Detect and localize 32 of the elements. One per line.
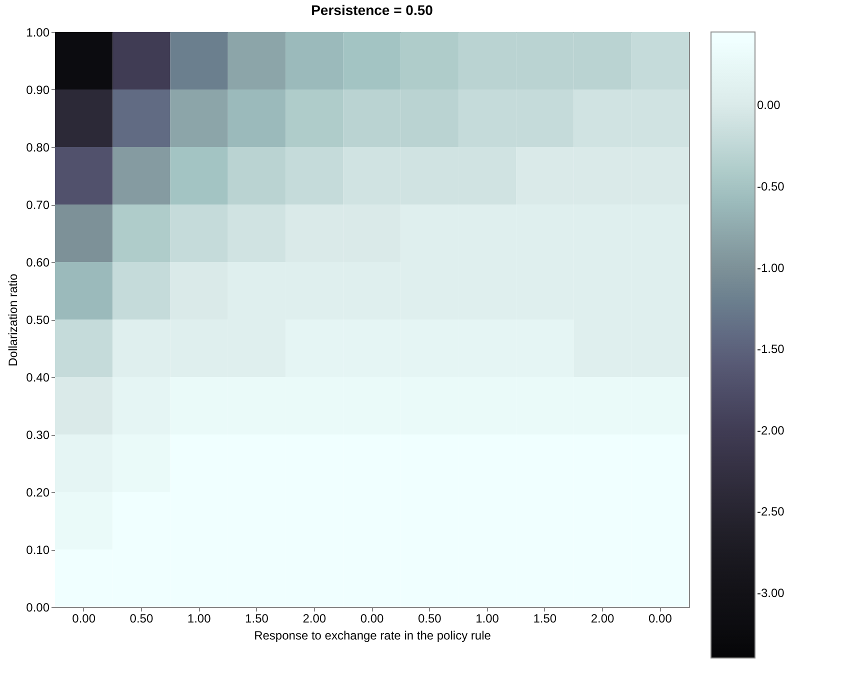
color-bar-label: -1.50 bbox=[757, 342, 785, 356]
y-axis-title: Dollarization ratio bbox=[6, 273, 20, 366]
y-tick-label: 0.80 bbox=[26, 140, 50, 154]
y-tick-label: 0.20 bbox=[26, 486, 50, 500]
x-tick-label: 1.50 bbox=[245, 612, 269, 626]
y-tick-label: 0.30 bbox=[26, 428, 50, 442]
color-bar-label: -2.00 bbox=[757, 423, 785, 438]
color-bar-label: -1.00 bbox=[757, 260, 785, 275]
x-tick-label: 0.50 bbox=[130, 612, 154, 626]
x-tick-label: 2.00 bbox=[590, 612, 615, 626]
y-tick-label: 0.00 bbox=[26, 600, 50, 614]
y-tick-label: 1.00 bbox=[26, 26, 50, 40]
x-tick-label: 2.00 bbox=[302, 612, 326, 626]
color-bar-label: 0.00 bbox=[757, 98, 781, 112]
y-tick-label: 0.90 bbox=[26, 83, 50, 97]
color-bar-label: -3.00 bbox=[757, 586, 785, 600]
x-tick-label: 0.00 bbox=[72, 612, 96, 626]
y-tick-label: 0.60 bbox=[26, 256, 50, 270]
x-tick-label: 1.00 bbox=[187, 612, 212, 626]
y-tick-label: 0.50 bbox=[26, 313, 50, 327]
color-bar-label: -2.50 bbox=[757, 504, 785, 519]
y-tick-label: 0.10 bbox=[26, 543, 50, 557]
chart-title: Persistence = 0.50 bbox=[311, 2, 434, 18]
x-axis-title: Response to exchange rate in the policy rule bbox=[254, 628, 492, 642]
x-tick-label: 1.50 bbox=[533, 612, 557, 626]
y-tick-label: 0.40 bbox=[26, 370, 50, 384]
x-tick-label: 0.00 bbox=[360, 612, 384, 626]
x-tick-label: 0.50 bbox=[418, 612, 442, 626]
x-tick-label: 1.00 bbox=[476, 612, 500, 626]
y-tick-label: 0.70 bbox=[26, 198, 50, 212]
color-bar-label: -0.50 bbox=[757, 179, 785, 194]
x-tick-label: 0.00 bbox=[648, 612, 672, 626]
